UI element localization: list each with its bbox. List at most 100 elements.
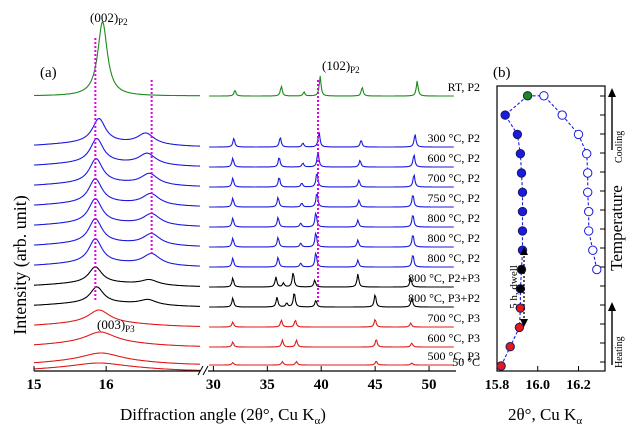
- series-labels: RT, P2 300 °C, P2 600 °C, P2 700 °C, P2 750 …: [408, 80, 480, 369]
- series-label: 600 °C, P2: [428, 151, 480, 165]
- panel-b-label: (b): [493, 65, 511, 81]
- xrd-trace-low: [34, 309, 200, 327]
- guide-lines: [94, 38, 319, 303]
- scatter-point: [512, 129, 523, 140]
- heating-arrow-head: [608, 302, 616, 311]
- axis-break-mark: [197, 365, 204, 376]
- xrd-trace-high: [209, 293, 454, 308]
- scatter-point: [496, 361, 506, 371]
- scatter-point: [517, 187, 528, 198]
- series-label: 500 °C, P3: [428, 349, 480, 363]
- series-label: 700 °C, P3: [428, 311, 480, 325]
- xrd-trace-low: [33, 238, 200, 267]
- dwell-arrow-head: [520, 319, 528, 327]
- series-label: 600 °C, P3: [428, 331, 480, 345]
- x-tick-label: 16.2: [566, 378, 591, 393]
- xrd-trace-high: [209, 132, 454, 148]
- xrd-trace-low: [34, 21, 200, 97]
- scatter-point: [592, 264, 602, 275]
- x-tick-label: 15: [27, 377, 42, 393]
- series-label: 750 °C, P2: [428, 191, 480, 205]
- xrd-trace-low: [34, 362, 201, 371]
- xrd-trace-low: [33, 178, 201, 207]
- xrd-trace-low: [34, 286, 200, 307]
- xrd-trace-low: [34, 266, 201, 287]
- panel-b-xlabel: 2θ°, Cu Kα: [508, 405, 582, 426]
- panel-a-ylabel: Intensity (arb. unit): [10, 195, 31, 334]
- xrd-trace-high: [209, 211, 454, 228]
- x-tick-label: 35: [260, 377, 275, 393]
- scatter-point: [517, 206, 528, 217]
- xrd-trace-high: [209, 193, 454, 208]
- series-label: 50 °C: [452, 355, 480, 369]
- xrd-trace-low: [33, 331, 200, 347]
- xrd-trace-high: [209, 272, 454, 288]
- series-label: 800 °C, P2: [428, 251, 480, 265]
- xrd-trace-low: [33, 218, 200, 247]
- series-label: 800 °C, P3+P2: [408, 291, 480, 305]
- xrd-trace-high: [209, 75, 454, 97]
- xrd-trace-high: [209, 251, 454, 268]
- x-tick-label: 50: [422, 377, 437, 393]
- xrd-trace-low: [33, 158, 200, 187]
- scatter-point: [584, 206, 594, 217]
- xrd-trace-high: [209, 152, 454, 168]
- peak-position-scatter: [496, 91, 602, 371]
- xrd-trace-high: [209, 231, 454, 248]
- peak-003-label: (003)P3: [97, 317, 135, 334]
- scatter-point: [522, 91, 533, 101]
- scatter-point: [515, 149, 526, 159]
- x-tick-label: 40: [314, 377, 329, 393]
- scatter-point: [516, 168, 527, 178]
- peak-002-label: (002)P2: [90, 10, 128, 27]
- xrd-trace-high: [209, 338, 454, 348]
- scatter-point: [516, 264, 527, 275]
- scatter-point: [557, 110, 567, 120]
- dwell-label: 5 h, dwell: [508, 265, 520, 309]
- xrd-trace-high: [209, 318, 454, 328]
- x-tick-label: 30: [206, 377, 221, 393]
- scatter-point: [583, 187, 593, 198]
- scatter-point: [514, 322, 525, 333]
- peak-102-label: (102)P2: [322, 58, 360, 75]
- scatter-point: [573, 129, 584, 140]
- xrd-trace-low: [33, 198, 200, 227]
- panel-a-label: (a): [40, 65, 57, 81]
- x-tick-label: 16: [99, 377, 115, 393]
- cooling-label: Cooling: [614, 131, 625, 163]
- scatter-point: [505, 342, 515, 352]
- series-label: 700 °C, P2: [428, 171, 480, 185]
- xrd-trace-high: [209, 360, 454, 366]
- xrd-trace-low: [33, 138, 200, 167]
- xrd-trace-high: [209, 173, 454, 188]
- scatter-point: [500, 110, 510, 120]
- x-tick-label: 45: [368, 377, 383, 393]
- panel-a-xlabel: Diffraction angle (2θ°, Cu Kα): [120, 405, 326, 426]
- series-label: 800 °C, P2+P3: [408, 271, 480, 285]
- axis-break-mark: [202, 365, 209, 376]
- panel-a: (a) Intensity (arb. unit) RT, P2 300 °C, …: [10, 10, 480, 426]
- panel-b-y-ticks: [600, 95, 605, 363]
- series-label: 800 °C, P2: [428, 231, 480, 245]
- xrd-trace-low: [33, 117, 200, 147]
- scatter-point: [582, 149, 592, 159]
- scatter-point: [517, 226, 528, 236]
- temperature-label: Temperature: [607, 185, 626, 271]
- scatter-point: [588, 245, 598, 255]
- series-label: RT, P2: [448, 80, 480, 94]
- cooling-arrow-head: [608, 88, 616, 97]
- scatter-connector: [543, 95, 598, 270]
- x-tick-label: 15.8: [485, 378, 510, 393]
- xrd-trace-low: [33, 352, 200, 365]
- series-label: 300 °C, P2: [428, 131, 480, 145]
- dwell-arrow-head: [520, 247, 528, 255]
- panel-b-x-ticks: 15.8 16.0 16.2: [485, 366, 591, 393]
- scatter-point: [539, 91, 549, 101]
- panel-b: (b) 15.8 16.0 16.2 5 h, dwell Cooling Temp…: [485, 65, 626, 426]
- xrd-traces: [33, 21, 454, 372]
- x-tick-label: 16.0: [526, 378, 551, 393]
- heating-label: Heating: [614, 336, 625, 368]
- scatter-point: [583, 168, 593, 178]
- series-label: 800 °C, P2: [428, 211, 480, 225]
